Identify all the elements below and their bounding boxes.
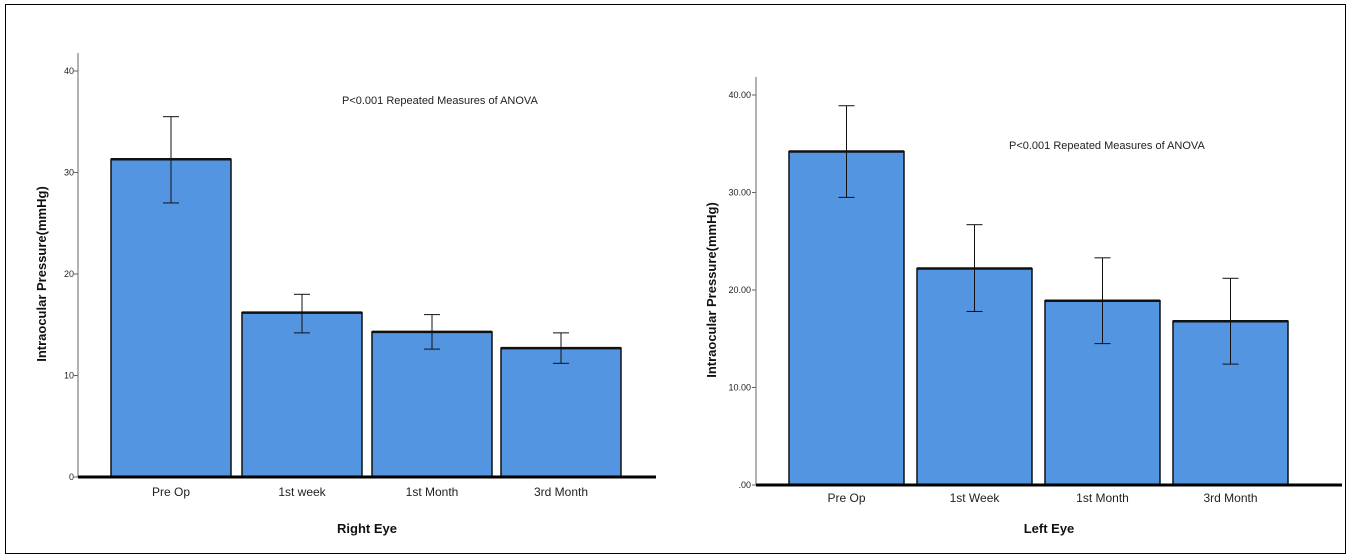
figure-canvas: 0 10 20 30 40 Pre Op 1st week 1st Month 3rd Mont… (34, 53, 1342, 536)
right-eye-chart: 0 10 20 30 40 Pre Op 1st week 1st Month 3rd Mont… (34, 53, 656, 536)
bar-1st-week (241, 311, 363, 478)
y-tick-label: 10 (64, 371, 74, 381)
y-tick-label: 30 (64, 168, 74, 178)
y-tick-label: 40.00 (728, 90, 751, 100)
x-category-label: 1st Month (1076, 491, 1129, 505)
x-axis-title: Left Eye (1024, 521, 1075, 536)
y-tick-label: 20.00 (728, 285, 751, 295)
x-category-label: 3rd Month (1203, 491, 1257, 505)
y-tick-label: 0 (69, 472, 74, 482)
x-category-label: 1st Week (950, 491, 1001, 505)
y-tick-label: 10.00 (728, 383, 751, 393)
x-category-label: Pre Op (152, 485, 190, 499)
significance-annotation: P<0.001 Repeated Measures of ANOVA (342, 95, 538, 107)
bar-pre-op (788, 150, 905, 486)
x-category-label: 1st Month (406, 485, 459, 499)
figure-frame: 0 10 20 30 40 Pre Op 1st week 1st Month 3rd Mont… (5, 4, 1346, 554)
y-tick-label: .00 (738, 480, 751, 490)
significance-annotation: P<0.001 Repeated Measures of ANOVA (1009, 140, 1205, 152)
bar-1st-month (371, 331, 493, 478)
bar-1st-week (916, 267, 1033, 486)
bar-pre-op (110, 158, 232, 478)
x-axis-title: Right Eye (337, 521, 397, 536)
y-tick-label: 40 (64, 66, 74, 76)
left-eye-chart: .00 10.00 20.00 30.00 40.00 Pre Op 1st Week 1st… (704, 77, 1342, 536)
x-category-label: Pre Op (827, 491, 865, 505)
bar-3rd-month (500, 347, 622, 478)
y-tick-label: 20 (64, 269, 74, 279)
y-tick-label: 30.00 (728, 188, 751, 198)
x-category-label: 3rd Month (534, 485, 588, 499)
y-axis-title: Intraocular Pressure(mmHg) (704, 202, 719, 378)
y-axis-title: Intraocular Pressure(mmHg) (34, 186, 49, 362)
x-category-label: 1st week (278, 485, 326, 499)
